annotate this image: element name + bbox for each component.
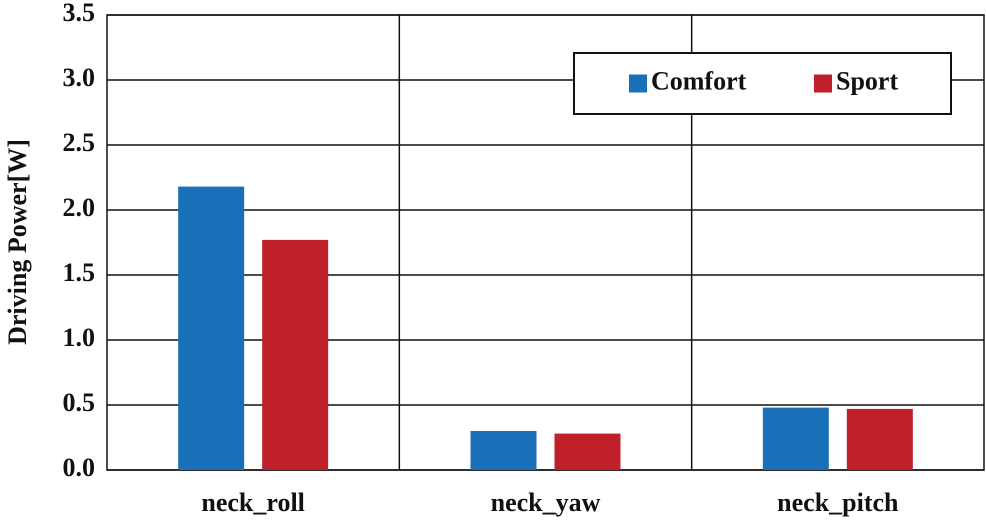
bar (846, 408, 913, 470)
x-tick-label: neck_yaw (491, 488, 601, 517)
bar (262, 239, 329, 470)
y-tick-label: 1.0 (63, 323, 96, 352)
y-tick-label: 0.0 (63, 453, 96, 482)
plot-frame (106, 14, 985, 471)
y-tick-label: 0.5 (63, 388, 96, 417)
x-tick-label: neck_pitch (777, 488, 899, 517)
legend-swatch (814, 74, 832, 93)
legend-label: Sport (836, 66, 898, 95)
y-tick-label: 1.5 (63, 258, 96, 287)
bar (178, 186, 245, 470)
y-tick-label: 2.5 (63, 128, 96, 157)
y-axis-label: Driving Power[W] (3, 139, 32, 345)
legend-swatch (629, 74, 647, 93)
y-tick-label: 2.0 (63, 193, 96, 222)
y-tick-label: 3.5 (63, 0, 96, 27)
y-tick-label: 3.0 (63, 63, 96, 92)
bar (762, 407, 829, 470)
bar (470, 431, 537, 470)
bar (554, 433, 621, 470)
legend-label: Comfort (651, 66, 747, 95)
x-tick-label: neck_roll (201, 488, 305, 517)
